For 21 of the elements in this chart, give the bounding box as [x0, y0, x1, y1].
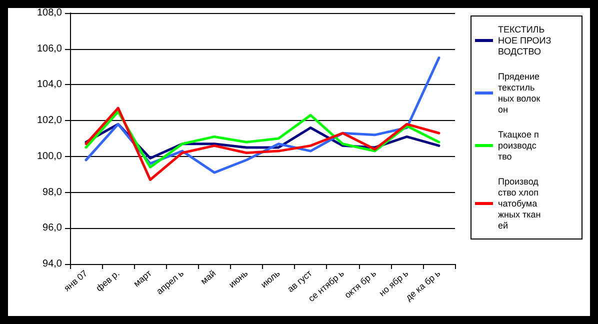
y-tick-label: 94,0	[42, 258, 62, 270]
x-tick-label: янв 07	[62, 268, 90, 294]
x-tick-label: май	[198, 268, 218, 286]
legend-label: Прядение текстильных волокон	[498, 72, 542, 114]
line-series	[84, 110, 440, 168]
x-tick-label: ав густ	[286, 268, 314, 294]
y-tick-label: 108,0	[36, 8, 62, 18]
legend-label: ТЕКСТИЛЬНОЕ ПРОИЗВОДСТВО	[498, 24, 552, 56]
x-tick-label: октя бр ь	[342, 268, 378, 300]
legend-label: Производство хлопчатобумажных тканей	[498, 176, 541, 230]
legend-label: Ткацкое производство	[498, 130, 539, 162]
y-tick-label: 102,0	[36, 115, 62, 126]
x-tick-label: фев р.	[94, 268, 122, 294]
x-tick-label: июнь	[226, 268, 250, 290]
y-tick-label: 96,0	[42, 222, 62, 234]
y-tick-label: 106,0	[36, 43, 62, 54]
y-tick-label: 104,0	[36, 79, 62, 90]
x-tick-label: июль	[258, 268, 282, 290]
y-tick-label: 100,0	[36, 150, 62, 162]
line-series	[84, 106, 440, 181]
y-tick-label: 98,0	[42, 186, 62, 198]
